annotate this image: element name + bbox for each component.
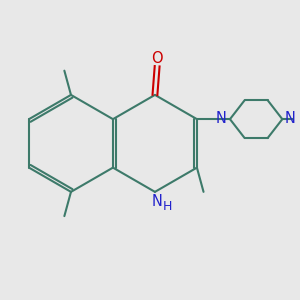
Text: O: O <box>151 51 163 66</box>
Text: N: N <box>216 111 227 126</box>
Text: N: N <box>284 111 296 126</box>
Text: H: H <box>163 200 172 213</box>
Text: N: N <box>152 194 163 209</box>
